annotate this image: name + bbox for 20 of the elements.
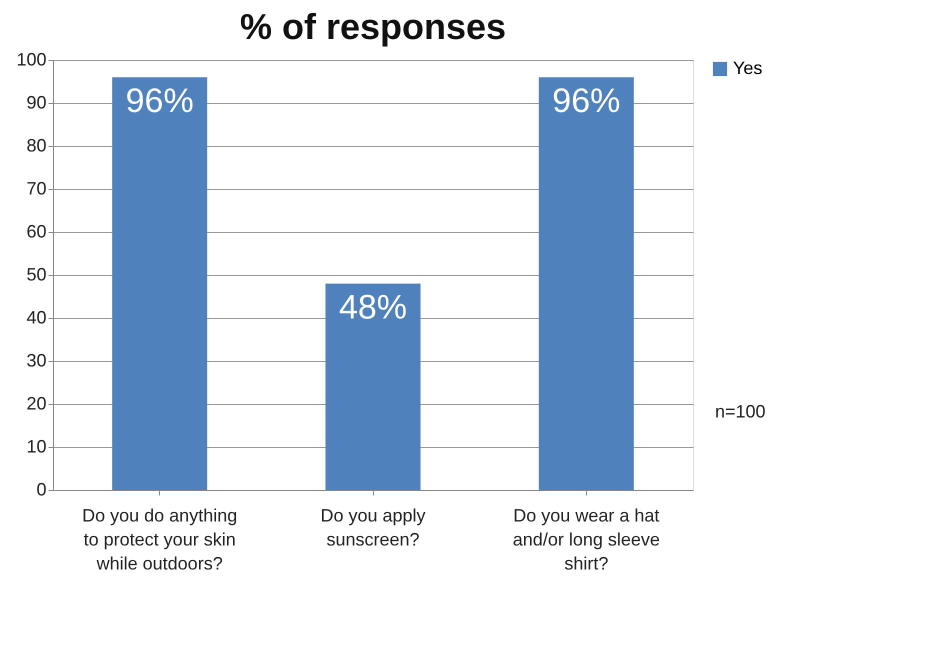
y-tick-label: 0: [36, 480, 46, 500]
y-tick-label: 80: [26, 136, 46, 156]
legend-label: Yes: [733, 58, 762, 78]
y-tick-label: 20: [26, 394, 46, 414]
y-tick-label: 30: [26, 350, 46, 370]
y-tick-label: 70: [26, 178, 46, 198]
x-tick-label: Do you wear a hat and/or long sleeve shirt?: [512, 506, 660, 574]
y-tick-label: 90: [26, 92, 46, 112]
y-tick-label: 50: [26, 264, 46, 284]
chart-title: % of responses: [240, 6, 506, 47]
x-tick-label: Do you do anything to protect your skin while outdoors?: [82, 506, 238, 574]
y-tick-label: 100: [16, 50, 46, 70]
y-tick-label: 60: [26, 222, 46, 242]
data-label: 96%: [126, 82, 194, 120]
y-tick-label: 10: [26, 436, 46, 456]
data-label: 48%: [338, 288, 408, 327]
text: n=100: [715, 402, 766, 422]
data-label: 96%: [552, 82, 620, 120]
x-tick-label: Do you apply sunscreen?: [320, 506, 426, 550]
y-tick-label: 40: [26, 308, 46, 328]
